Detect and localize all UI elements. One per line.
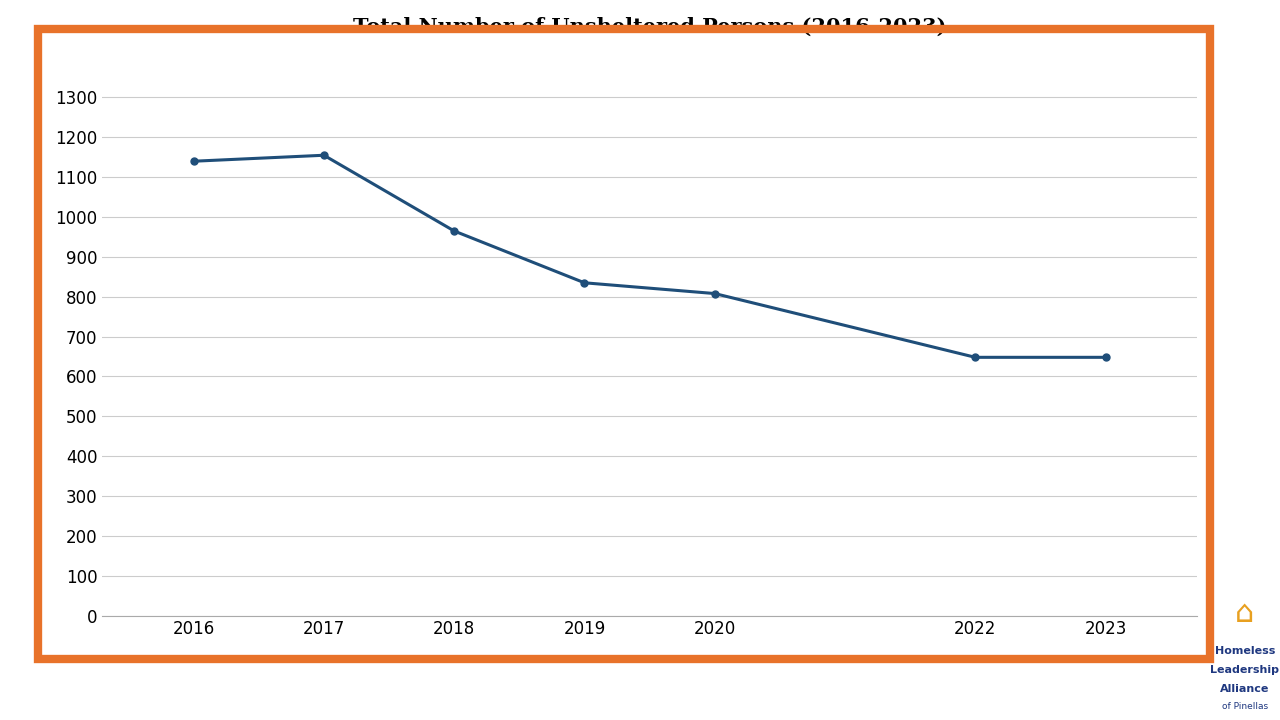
Title: Total Number of Unsheltered Persons (2016-2023): Total Number of Unsheltered Persons (201… bbox=[353, 17, 946, 37]
Text: Homeless: Homeless bbox=[1215, 646, 1275, 656]
Text: ⌂: ⌂ bbox=[1235, 598, 1254, 628]
Text: Alliance: Alliance bbox=[1220, 684, 1270, 693]
Text: Leadership: Leadership bbox=[1211, 665, 1279, 675]
Text: of Pinellas: of Pinellas bbox=[1221, 702, 1268, 711]
